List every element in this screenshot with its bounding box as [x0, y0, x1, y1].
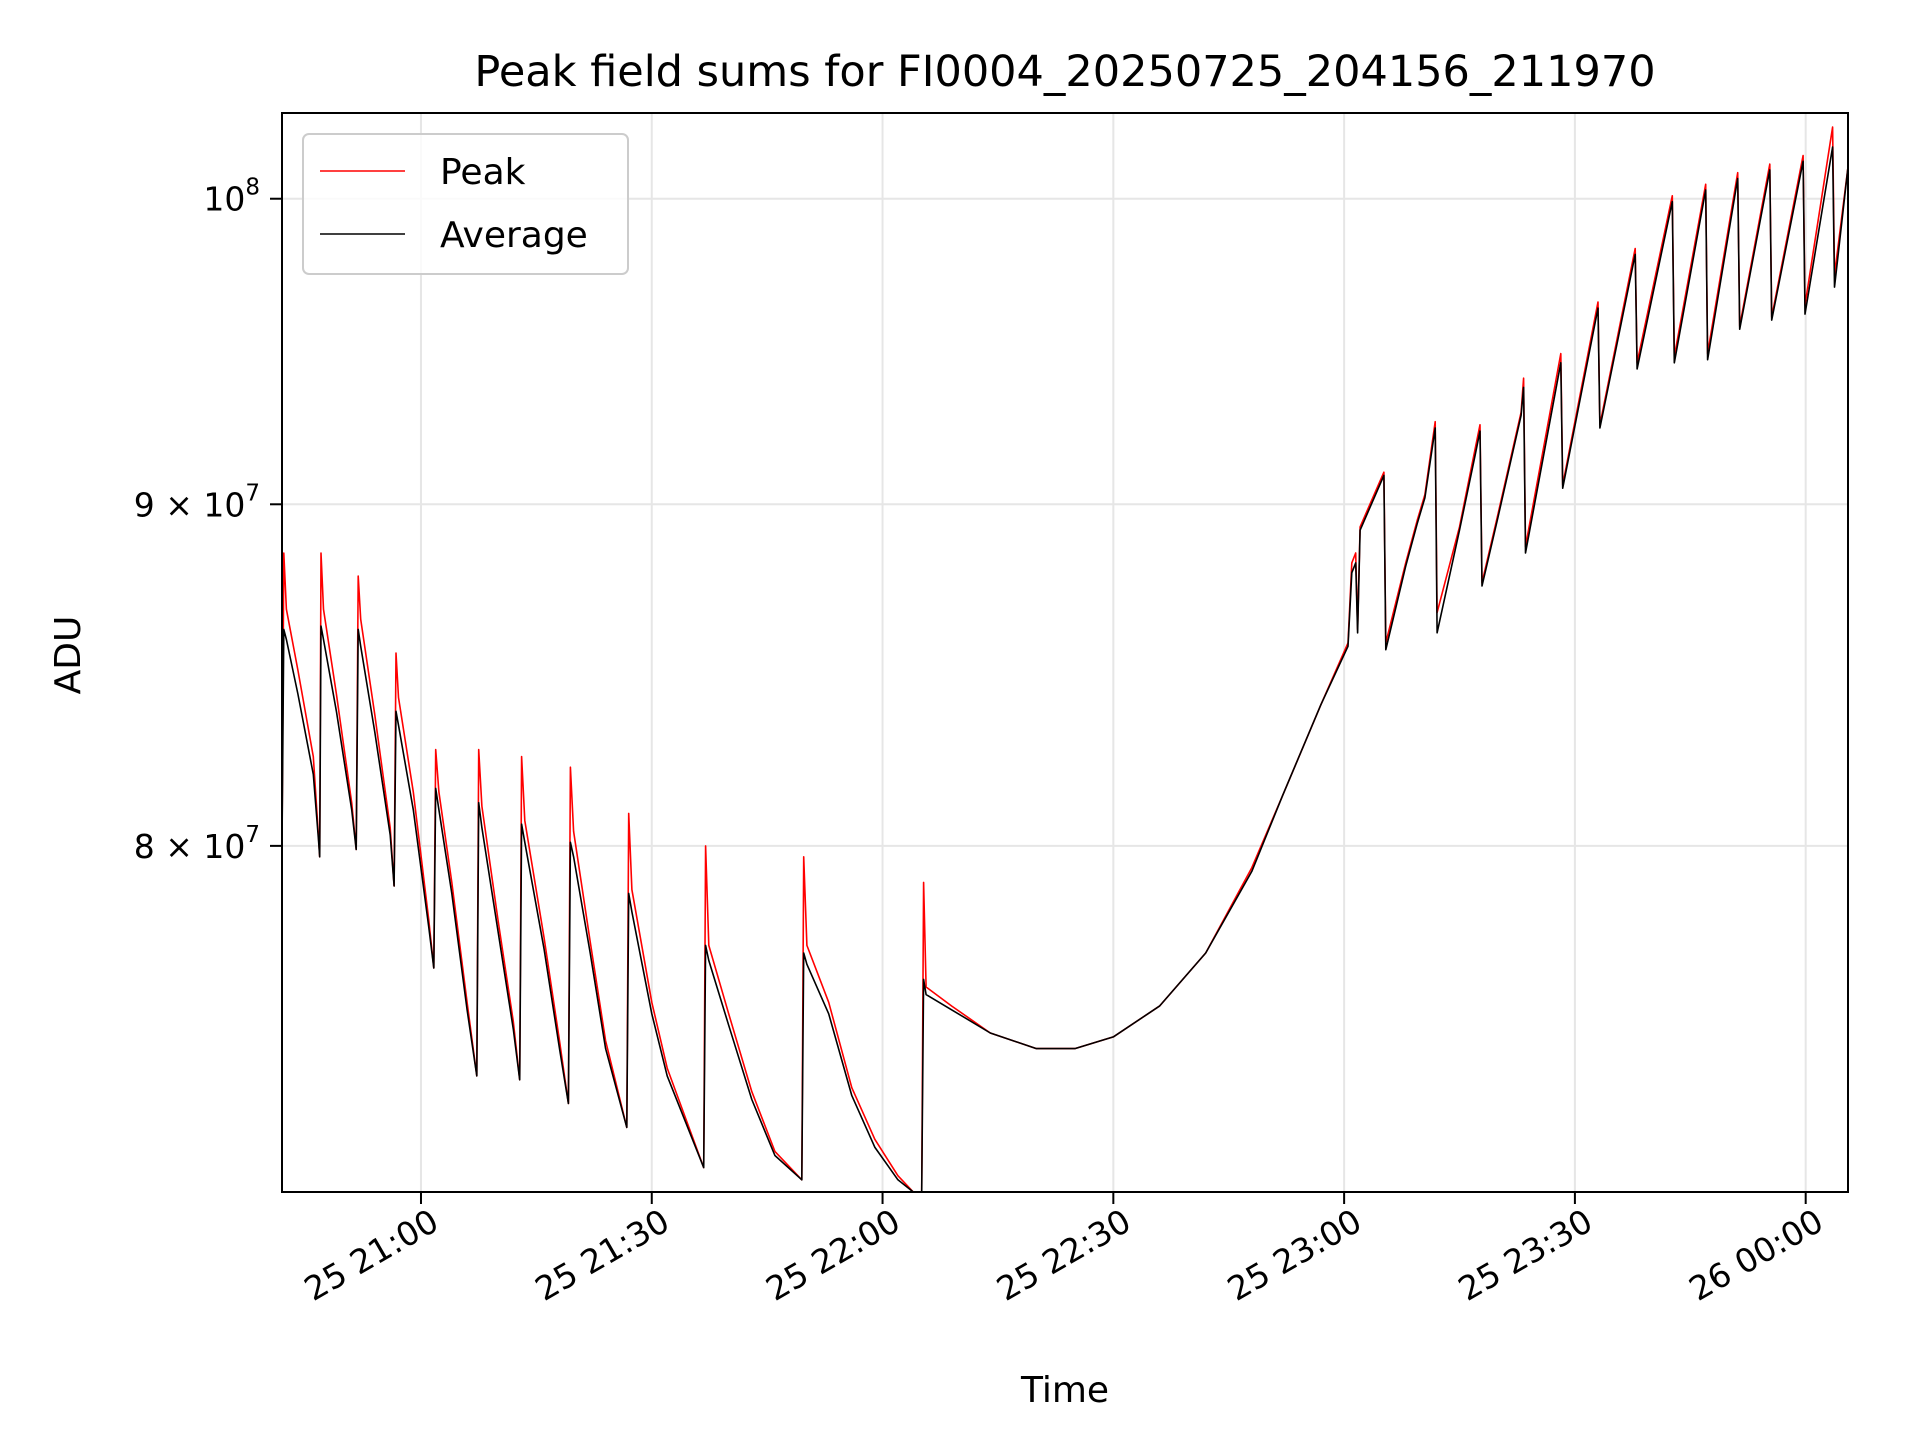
y-tick-label: 8 × 107 — [134, 822, 260, 866]
plot-frame — [281, 112, 1849, 1193]
legend-label-average: Average — [440, 215, 588, 256]
y-tick-label: 9 × 107 — [134, 480, 260, 524]
legend-label-peak: Peak — [440, 152, 526, 193]
legend: Peak Average — [302, 133, 629, 275]
x-axis-label: Time — [1020, 1370, 1109, 1411]
plot-lines — [282, 126, 1848, 1192]
chart-title: Peak field sums for FI0004_20250725_2041… — [474, 47, 1655, 97]
y-axis-label: ADU — [48, 616, 89, 695]
y-axis: 8 × 107 9 × 107 108 — [134, 175, 282, 866]
series-line-average — [282, 146, 1848, 1192]
y-tick-label: 108 — [203, 175, 260, 219]
series-line-peak — [282, 126, 1848, 1192]
legend-box — [302, 133, 629, 275]
